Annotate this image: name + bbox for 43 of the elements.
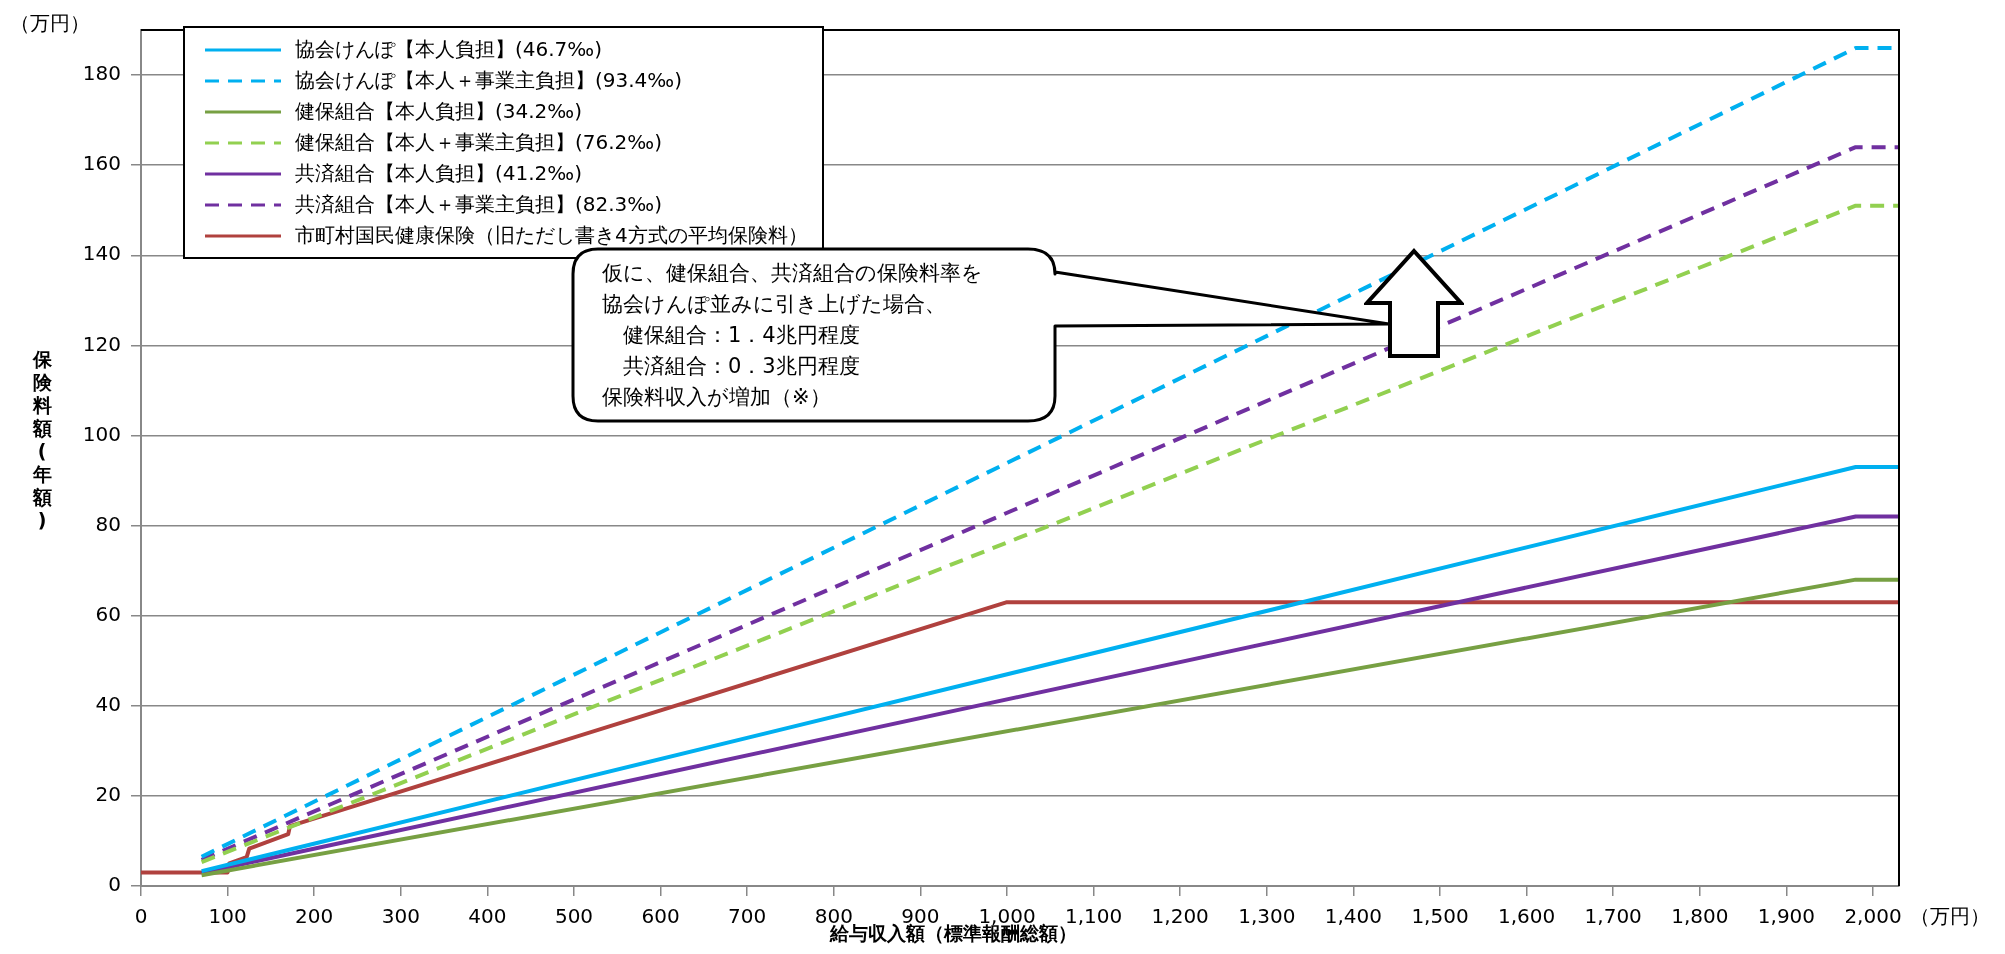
annotation: 仮に、健保組合、共済組合の保険料率を: [602, 260, 983, 287]
x-tick-label: 500: [554, 904, 594, 929]
y-tick-label: 100: [82, 421, 121, 446]
y-axis-title: 保険料額(年額): [31, 348, 53, 532]
legend-label: 協会けんぽ【本人負担】(46.7‰): [295, 36, 602, 63]
x-tick-label: 1,700: [1584, 904, 1642, 929]
x-tick-label: 1,400: [1324, 904, 1383, 929]
x-tick-label: 2,000: [1844, 904, 1902, 929]
annotation: 保険料収入が増加（※）: [602, 384, 832, 411]
y-tick-label: 180: [82, 61, 121, 86]
y-tick-label: 60: [95, 601, 121, 626]
legend-label: 共済組合【本人負担】(41.2‰): [295, 160, 582, 187]
x-tick-label: 200: [295, 904, 334, 929]
legend-label: 健保組合【本人負担】(34.2‰): [295, 98, 582, 125]
legend-label: 協会けんぽ【本人＋事業主負担】(93.4‰): [295, 67, 682, 94]
y-tick-label: 140: [82, 241, 121, 266]
annotation: 共済組合：0．3兆円程度: [622, 353, 861, 380]
x-tick-label: 1,800: [1671, 904, 1729, 929]
x-tick-label: 1,300: [1238, 904, 1296, 929]
y-tick-label: 40: [95, 691, 121, 716]
x-tick-label: 700: [728, 904, 767, 929]
text: （万円）: [10, 10, 90, 37]
y-tick-label: 0: [108, 872, 121, 897]
annotation: 健保組合：1．4兆円程度: [622, 322, 861, 349]
legend-label: 市町村国民健康保険（旧ただし書き4方式の平均保険料）: [295, 222, 808, 249]
y-tick-label: 20: [95, 782, 121, 807]
y-tick-label: 120: [82, 331, 121, 356]
x-tick-label: 100: [208, 904, 247, 929]
annotation: 協会けんぽ並みに引き上げた場合、: [602, 291, 947, 318]
legend-label: 健保組合【本人＋事業主負担】(76.2‰): [295, 129, 662, 156]
y-tick-label: 80: [95, 511, 121, 536]
x-tick-label: 400: [468, 904, 507, 929]
x-tick-label: 600: [641, 904, 680, 929]
legend-label: 共済組合【本人＋事業主負担】(82.3‰): [295, 191, 662, 218]
x-tick-label: 1,900: [1757, 904, 1816, 929]
x-tick-label: 0: [134, 904, 148, 929]
x-tick-label: 1,500: [1411, 904, 1469, 929]
y-tick-label: 160: [82, 151, 121, 176]
x-tick-label: 1,200: [1151, 904, 1209, 929]
text: （万円）: [1910, 903, 1990, 930]
x-tick-label: 1,100: [1064, 904, 1123, 929]
x-tick-label: 1,600: [1497, 904, 1556, 929]
x-tick-label: 300: [381, 904, 420, 929]
